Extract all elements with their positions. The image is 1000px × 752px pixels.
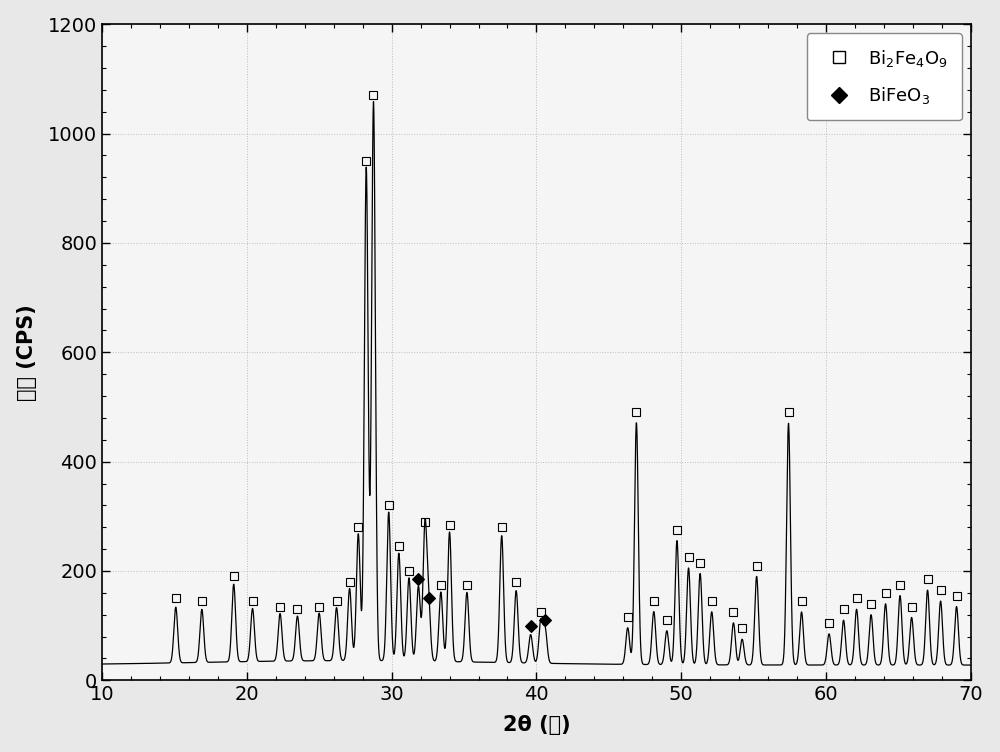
Legend: Bi$_2$Fe$_4$O$_9$, BiFeO$_3$: Bi$_2$Fe$_4$O$_9$, BiFeO$_3$ (807, 33, 962, 120)
X-axis label: 2θ (度): 2θ (度) (503, 715, 570, 735)
Y-axis label: 强度 (CPS): 强度 (CPS) (17, 304, 37, 401)
